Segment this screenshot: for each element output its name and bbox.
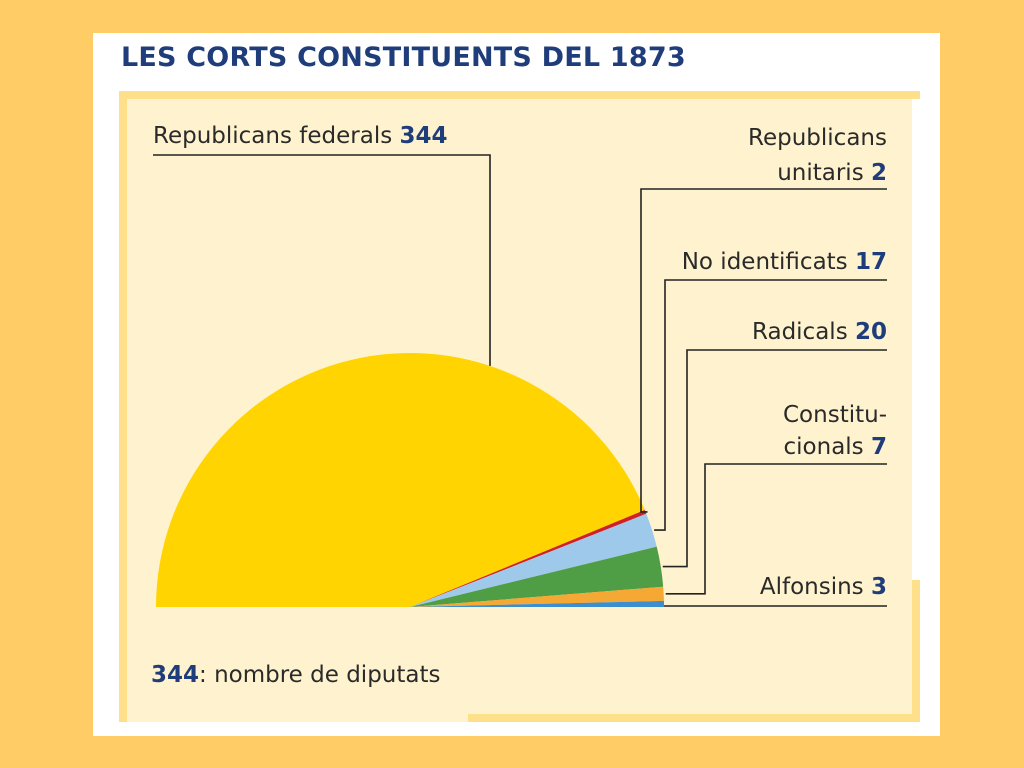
panel-right-border [912,580,920,722]
panel-top-border [119,91,920,99]
pie-slice [156,353,645,607]
pie-slice [410,546,664,607]
chart-card: LES CORTS CONSTITUENTS DEL 1873 Republic… [93,33,940,736]
leader-lines [153,154,887,607]
chart-title: LES CORTS CONSTITUENTS DEL 1873 [121,42,686,73]
slice-label: Republicans federals 344 [153,123,448,149]
pie-slice [410,600,665,607]
slice-label: No identificats 17 [682,249,887,275]
footnote-text: : nombre de diputats [199,662,441,688]
leader-line [665,463,887,595]
leader-line [640,188,887,513]
leader-line [662,349,887,568]
pie-slice [410,510,647,607]
slice-label: Constitu-cionals 7 [783,402,887,460]
leader-line [654,279,887,531]
slice-value: 3 [871,574,887,600]
slice-value: 2 [871,160,887,186]
slice-label: Radicals 20 [752,319,887,345]
slice-value: 7 [871,434,887,460]
panel-left-border [119,91,127,722]
slice-value: 20 [855,319,887,345]
footnote-number: 344 [151,662,200,688]
panel-bottom-border [468,714,920,722]
leader-line [153,154,491,366]
pie-slices [156,353,665,607]
pie-slice [410,586,664,607]
slice-value: 17 [855,249,887,275]
footnote: 344: nombre de diputats [151,662,440,688]
slice-value: 344 [400,123,448,149]
semicircle-pie-chart: Republicans federals 344 Republicans unita… [153,123,887,607]
slice-label: Republicans unitaris 2 [748,125,887,186]
slice-labels: Republicans federals 344 Republicans unita… [153,123,887,600]
slice-label: Alfonsins 3 [760,574,887,600]
pie-slice [410,513,657,607]
